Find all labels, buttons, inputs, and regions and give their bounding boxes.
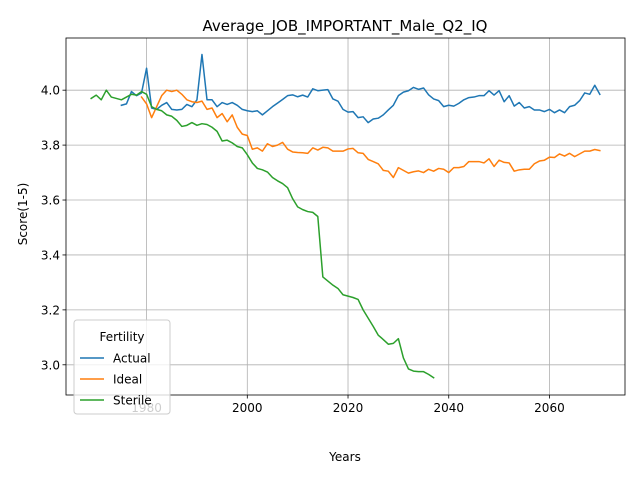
plot-frame — [65, 37, 626, 396]
x-tick-label: 2060 — [534, 401, 565, 415]
legend-label-actual: Actual — [113, 352, 151, 366]
x-tick-label: 2020 — [333, 401, 364, 415]
chart-title: Average_JOB_IMPORTANT_Male_Q2_IQ — [203, 17, 488, 36]
series-line-sterile — [90, 89, 435, 379]
y-tick-label: 3.4 — [41, 248, 60, 262]
y-tick-label: 3.2 — [41, 303, 60, 317]
legend-label-sterile: Sterile — [113, 394, 152, 408]
series-lines — [90, 53, 601, 379]
x-tick-label: 2040 — [433, 401, 464, 415]
legend: Fertility Actual Ideal Sterile — [73, 319, 171, 415]
series-line-actual — [120, 53, 601, 124]
legend-label-ideal: Ideal — [113, 373, 142, 387]
y-tick-label: 3.8 — [41, 139, 60, 153]
x-tick-label: 2000 — [232, 401, 263, 415]
grid-lines — [66, 38, 625, 395]
y-tick-label: 3.0 — [41, 358, 60, 372]
series-line-ideal — [140, 89, 601, 179]
legend-title: Fertility — [99, 330, 144, 344]
y-axis-label: Score(1-5) — [16, 183, 30, 246]
legend-box — [73, 319, 171, 415]
axis-ticks: 198020002020204020603.03.23.43.63.84.0 — [41, 84, 565, 415]
legend-items: Actual Ideal Sterile — [80, 352, 152, 408]
x-axis-label: Years — [328, 450, 361, 464]
y-tick-label: 4.0 — [41, 84, 60, 98]
y-tick-label: 3.6 — [41, 194, 60, 208]
